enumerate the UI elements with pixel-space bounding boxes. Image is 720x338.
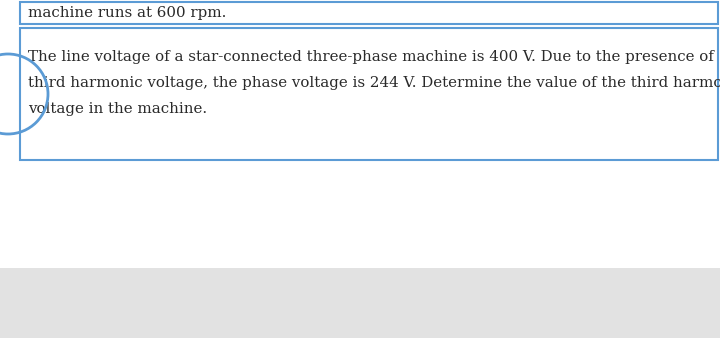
Bar: [0, 268, 720, 338]
Text: machine runs at 600 rpm.: machine runs at 600 rpm.: [28, 6, 226, 20]
Bar: [20, 2, 718, 24]
Bar: [20, 28, 718, 160]
Text: The line voltage of a star-connected three-phase machine is 400 V. Due to the pr: The line voltage of a star-connected thr…: [28, 50, 714, 64]
Text: voltage in the machine.: voltage in the machine.: [28, 102, 207, 116]
Text: third harmonic voltage, the phase voltage is 244 V. Determine the value of the t: third harmonic voltage, the phase voltag…: [28, 76, 720, 90]
